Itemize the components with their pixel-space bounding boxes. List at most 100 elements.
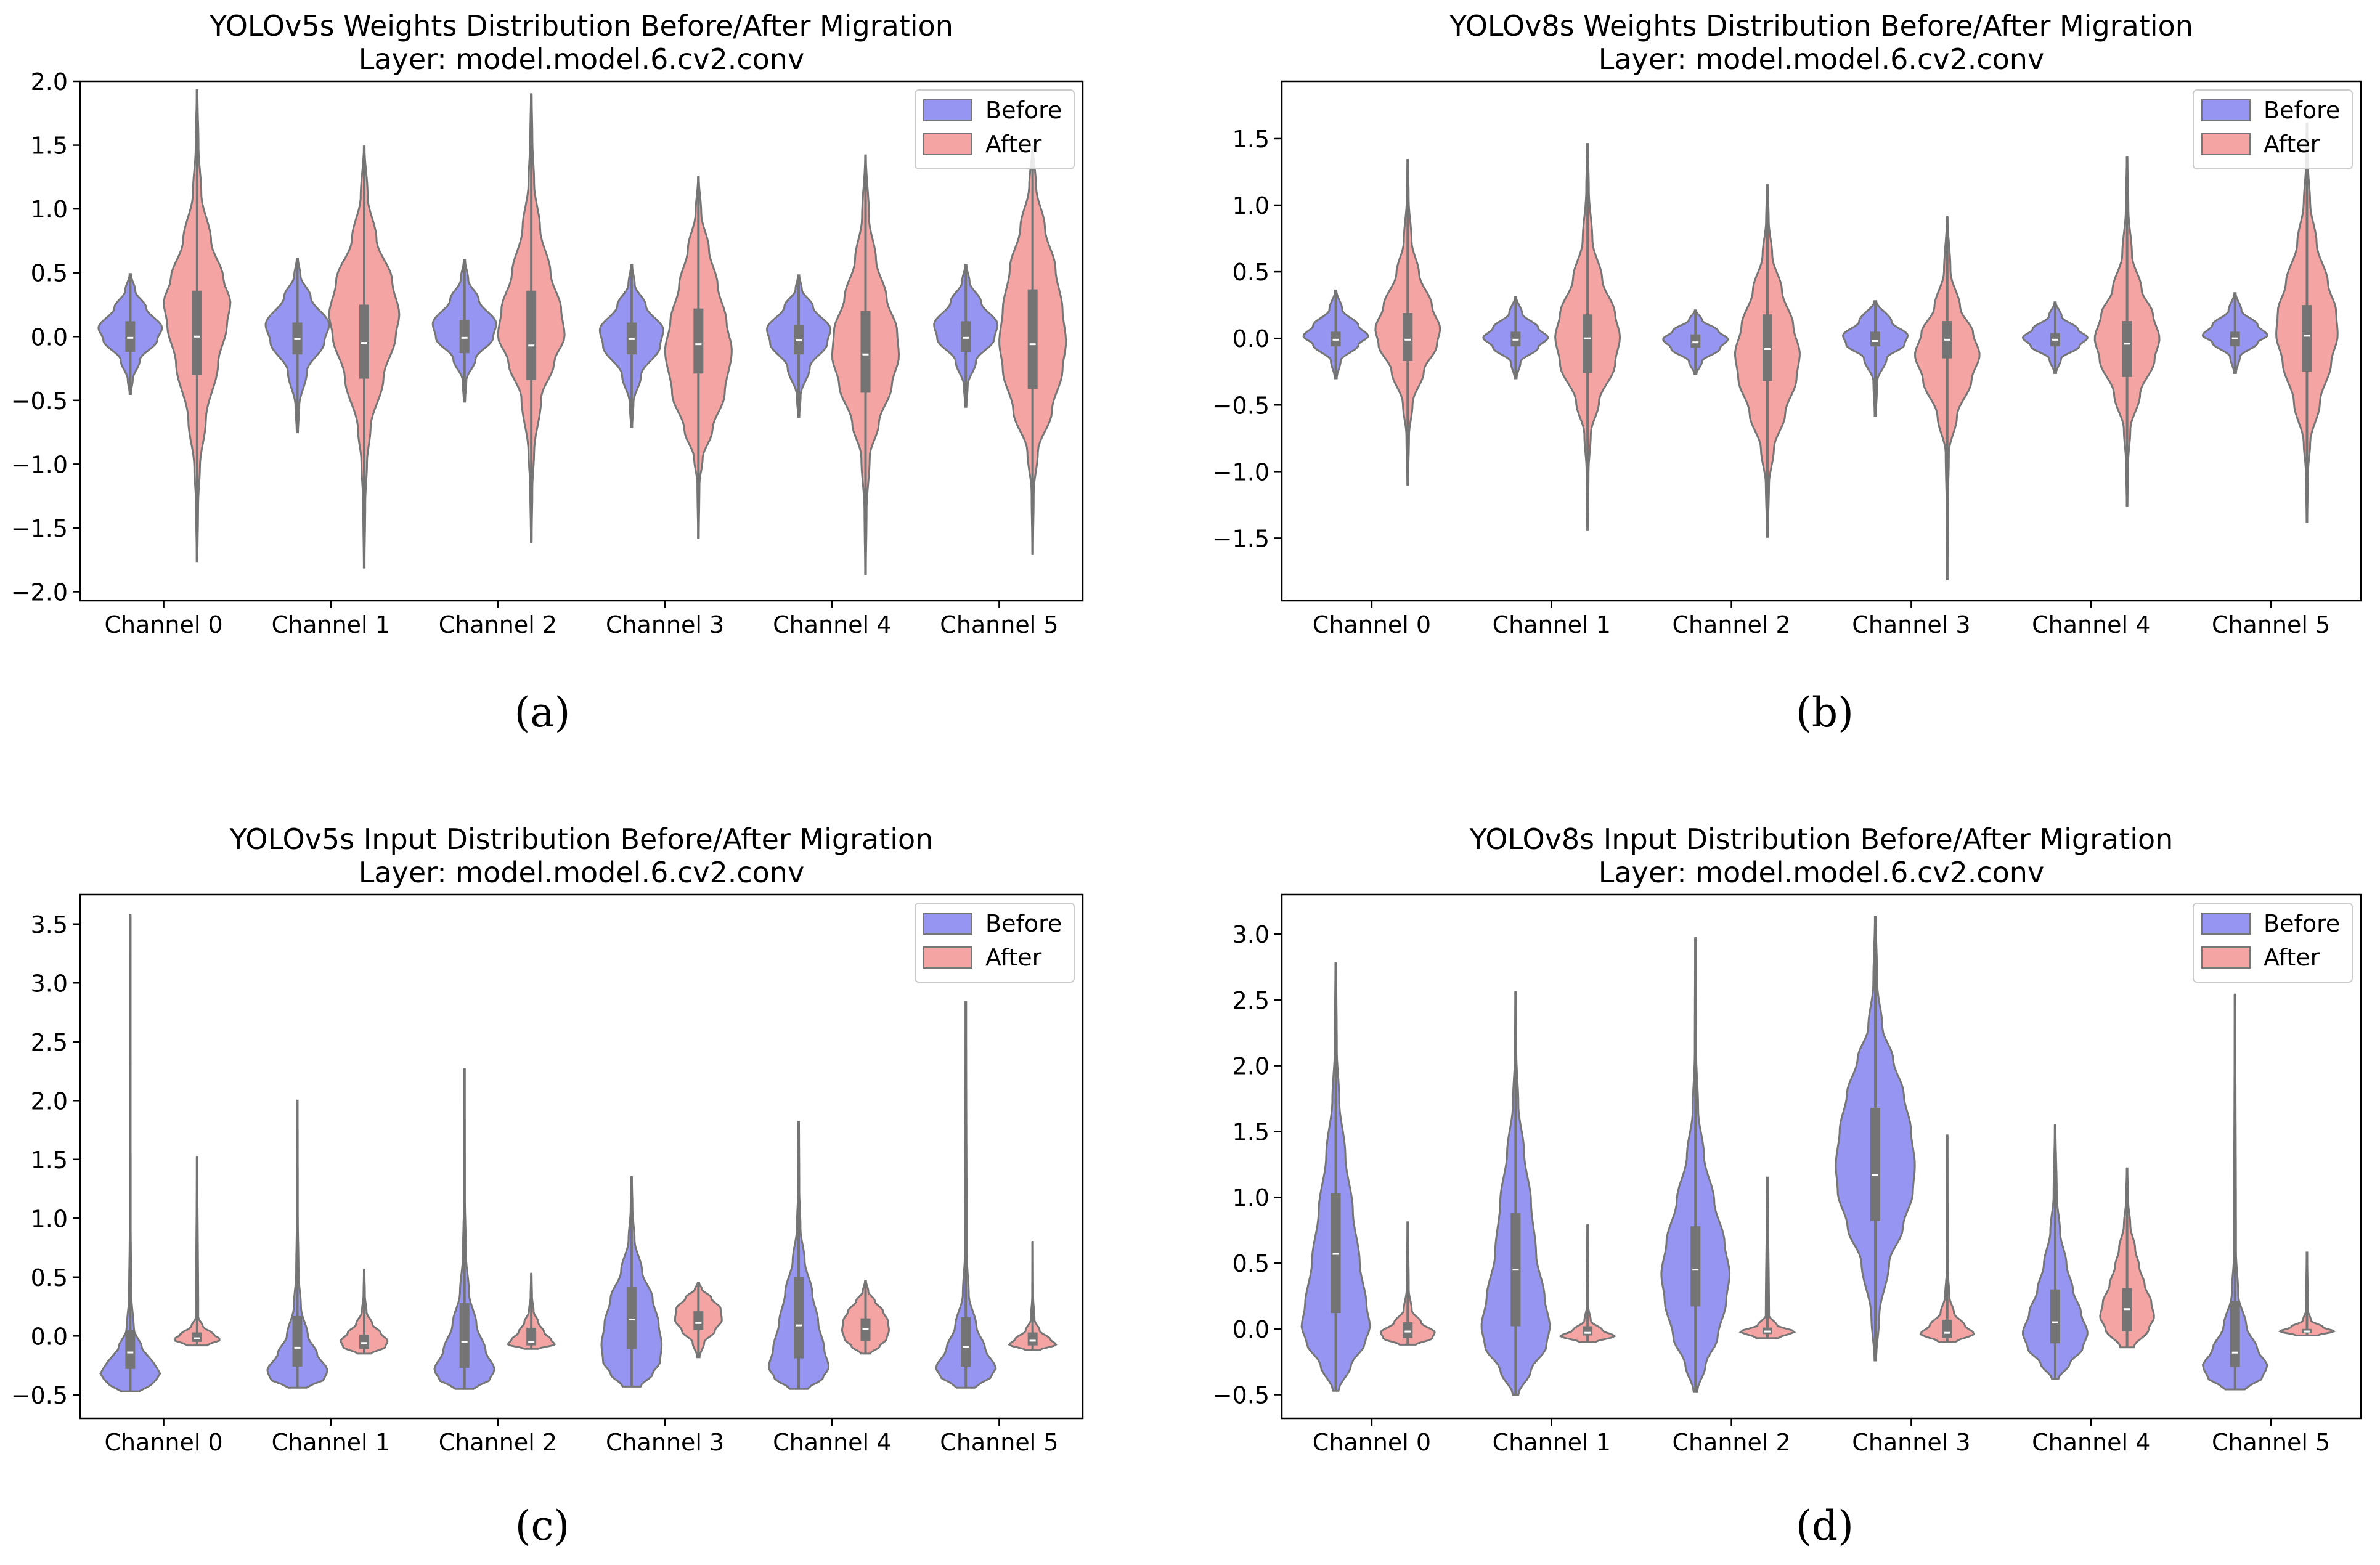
- legend-label-before: Before: [2264, 97, 2340, 124]
- x-tick-label: Channel 0: [104, 1429, 222, 1456]
- y-tick-label: 0.5: [31, 260, 68, 287]
- iqr-box-before-0: [125, 321, 136, 352]
- y-tick-label: 0.5: [31, 1264, 68, 1291]
- x-tick-label: Channel 4: [2032, 1429, 2150, 1456]
- iqr-box-before-3: [626, 1287, 637, 1349]
- y-tick-label: 0.0: [31, 1323, 68, 1350]
- x-tick-label: Channel 2: [1672, 1429, 1790, 1456]
- chart-title-line1: YOLOv5s Weights Distribution Before/Afte…: [209, 9, 953, 43]
- violin-chart-a: YOLOv5s Weights Distribution Before/Afte…: [11, 9, 1084, 638]
- legend-label-after: After: [985, 944, 1042, 971]
- legend-swatch-after: [923, 946, 972, 969]
- y-tick-label: 1.5: [31, 132, 68, 160]
- iqr-box-after-3: [693, 308, 704, 374]
- iqr-box-after-0: [1403, 313, 1413, 361]
- x-tick-label: Channel 3: [606, 611, 724, 638]
- legend-swatch-after: [2201, 946, 2251, 969]
- y-tick-label: 2.5: [1233, 987, 1269, 1014]
- x-tick-label: Channel 3: [606, 1429, 724, 1456]
- y-tick-label: 1.0: [1233, 1184, 1269, 1211]
- y-tick-label: −1.5: [11, 515, 68, 542]
- x-tick-label: Channel 4: [773, 1429, 891, 1456]
- y-tick-label: 0.0: [1233, 325, 1269, 352]
- x-tick-label: Channel 1: [1493, 1429, 1611, 1456]
- chart-title-line2: Layer: model.model.6.cv2.conv: [1599, 43, 2044, 76]
- chart-title-line2: Layer: model.model.6.cv2.conv: [359, 43, 804, 76]
- x-tick-label: Channel 0: [1313, 611, 1431, 638]
- y-tick-label: −0.5: [11, 1382, 68, 1409]
- panel-a: YOLOv5s Weights Distribution Before/Afte…: [0, 0, 1190, 782]
- y-tick-label: 1.0: [1233, 192, 1269, 219]
- iqr-box-after-4: [2122, 321, 2132, 377]
- y-tick-label: 3.0: [31, 970, 68, 997]
- legend-swatch-after: [2201, 133, 2251, 155]
- iqr-box-after-1: [1583, 314, 1593, 373]
- caption-b: (b): [1796, 689, 1854, 736]
- y-tick-label: 2.0: [31, 68, 68, 96]
- panel-d: YOLOv8s Input Distribution Before/After …: [1190, 782, 2380, 1565]
- y-tick-label: −1.5: [1213, 525, 1269, 552]
- y-tick-label: 0.5: [1233, 1250, 1269, 1277]
- iqr-box-before-2: [459, 1303, 470, 1368]
- iqr-box-before-5: [961, 1317, 971, 1367]
- iqr-box-before-0: [125, 1330, 136, 1369]
- x-tick-label: Channel 4: [773, 611, 891, 638]
- iqr-box-before-3: [1870, 1107, 1881, 1221]
- iqr-box-after-4: [860, 311, 871, 393]
- x-tick-label: Channel 1: [272, 611, 390, 638]
- legend-label-after: After: [2264, 131, 2320, 158]
- y-tick-label: 0.0: [31, 323, 68, 351]
- chart-title-line1: YOLOv8s Weights Distribution Before/Afte…: [1449, 9, 2193, 43]
- axes-frame: [1281, 80, 2362, 602]
- y-tick-label: 1.5: [1233, 126, 1269, 153]
- x-tick-label: Channel 2: [1672, 611, 1790, 638]
- y-tick-label: −0.5: [1213, 1382, 1269, 1409]
- x-tick-label: Channel 1: [272, 1429, 390, 1456]
- x-tick-label: Channel 4: [2032, 611, 2150, 638]
- legend-label-before: Before: [2264, 910, 2340, 937]
- legend-label-before: Before: [985, 910, 1062, 937]
- legend-label-after: After: [985, 131, 1042, 158]
- iqr-box-after-1: [359, 304, 369, 379]
- iqr-box-before-2: [1690, 334, 1701, 348]
- y-tick-label: −0.5: [1213, 392, 1269, 419]
- y-tick-label: 1.5: [1233, 1118, 1269, 1145]
- iqr-box-after-0: [192, 290, 202, 375]
- x-tick-label: Channel 5: [940, 611, 1058, 638]
- y-tick-label: −1.0: [1213, 458, 1269, 486]
- chart-title-line2: Layer: model.model.6.cv2.conv: [1599, 856, 2044, 889]
- iqr-box-before-2: [1690, 1226, 1701, 1307]
- violin-chart-d: YOLOv8s Input Distribution Before/After …: [1213, 823, 2362, 1456]
- y-tick-label: −2.0: [11, 579, 68, 606]
- y-tick-label: 1.0: [31, 1205, 68, 1232]
- iqr-box-before-4: [794, 1277, 804, 1359]
- iqr-box-after-5: [2302, 305, 2312, 372]
- x-tick-label: Channel 1: [1493, 611, 1611, 638]
- y-tick-label: 3.5: [31, 911, 68, 938]
- legend-label-before: Before: [985, 97, 1062, 124]
- iqr-box-after-3: [693, 1311, 704, 1330]
- y-tick-label: 2.0: [1233, 1053, 1269, 1080]
- legend-swatch-before: [923, 913, 972, 935]
- iqr-box-after-0: [192, 1332, 202, 1342]
- x-tick-label: Channel 2: [439, 1429, 557, 1456]
- caption-d: (d): [1796, 1502, 1854, 1550]
- panel-c: YOLOv5s Input Distribution Before/After …: [0, 782, 1190, 1565]
- iqr-box-before-1: [292, 1315, 303, 1367]
- y-tick-label: 0.5: [1233, 259, 1269, 286]
- panel-b: YOLOv8s Weights Distribution Before/Afte…: [1190, 0, 2380, 782]
- y-tick-label: 2.5: [31, 1029, 68, 1056]
- x-tick-label: Channel 5: [2212, 1429, 2330, 1456]
- y-tick-label: 3.0: [1233, 921, 1269, 948]
- y-tick-label: −0.5: [11, 388, 68, 415]
- legend-label-after: After: [2264, 944, 2320, 971]
- chart-title-line2: Layer: model.model.6.cv2.conv: [359, 856, 804, 889]
- x-tick-label: Channel 0: [104, 611, 222, 638]
- x-tick-label: Channel 3: [1852, 1429, 1970, 1456]
- iqr-box-after-2: [526, 290, 537, 380]
- legend-swatch-before: [2201, 99, 2251, 121]
- axes-frame: [79, 893, 1084, 1420]
- iqr-box-before-3: [1870, 331, 1881, 347]
- iqr-box-after-1: [1583, 1326, 1593, 1336]
- iqr-box-before-5: [2230, 1301, 2240, 1367]
